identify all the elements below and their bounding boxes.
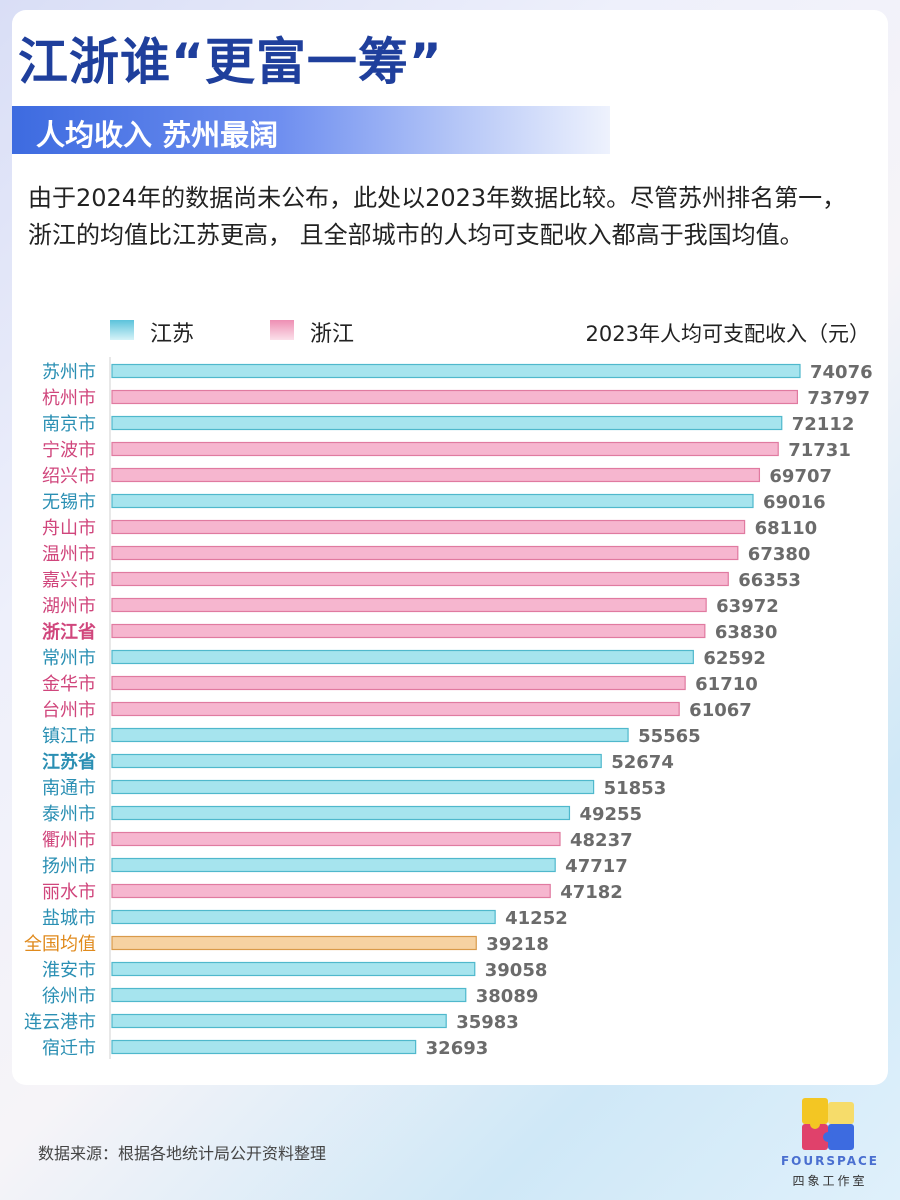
bar [111, 519, 746, 535]
brand-logo: FOURSPACE 四象工作室 [770, 1092, 890, 1192]
subtitle-band: 人均收入 苏州最阔 [12, 106, 610, 154]
unit-label: 2023年人均可支配收入（元） [585, 322, 870, 346]
category-label: 扬州市 [42, 856, 96, 877]
category-label: 常州市 [42, 648, 96, 669]
legend-label-zhejiang: 浙江 [310, 322, 355, 347]
bar [111, 597, 707, 613]
bar [111, 441, 779, 457]
category-label: 丽水市 [42, 882, 96, 903]
value-label: 55565 [638, 726, 701, 747]
value-label: 47182 [560, 882, 623, 903]
category-label: 金华市 [42, 674, 96, 695]
bar [111, 779, 595, 795]
value-label: 48237 [570, 830, 633, 851]
bar [111, 675, 686, 691]
bar [111, 753, 602, 769]
bar [111, 571, 729, 587]
category-label: 苏州市 [42, 362, 96, 383]
legend-item-zhejiang: 浙江 [270, 316, 390, 347]
value-label: 51853 [604, 778, 667, 799]
value-label: 35983 [456, 1012, 519, 1033]
category-label: 台州市 [42, 700, 96, 721]
bar [111, 545, 739, 561]
description: 由于2024年的数据尚未公布，此处以2023年数据比较。尽管苏州排名第一， 浙江… [28, 184, 847, 249]
subtitle: 人均收入 苏州最阔 [36, 118, 279, 152]
value-label: 66353 [738, 570, 801, 591]
bar [111, 935, 477, 951]
legend-swatch-jiangsu [110, 320, 134, 340]
value-label: 72112 [792, 414, 855, 435]
category-label: 无锡市 [42, 492, 96, 513]
value-label: 62592 [703, 648, 766, 669]
bar [111, 857, 556, 873]
bar [111, 363, 801, 379]
bar [111, 623, 706, 639]
category-label: 全国均值 [24, 934, 96, 955]
category-label: 嘉兴市 [42, 570, 96, 591]
value-label: 32693 [426, 1038, 489, 1059]
value-label: 39058 [485, 960, 548, 981]
logo-wordmark: FOURSPACE [780, 1154, 879, 1168]
value-label: 67380 [748, 544, 811, 565]
category-label: 衢州市 [42, 830, 96, 851]
value-label: 49255 [579, 804, 642, 825]
category-label: 南通市 [42, 778, 96, 799]
category-label: 淮安市 [42, 960, 96, 981]
bar [111, 467, 761, 483]
value-label: 39218 [486, 934, 549, 955]
category-label: 泰州市 [42, 804, 96, 825]
category-label: 宁波市 [42, 440, 96, 461]
category-label: 盐城市 [42, 908, 96, 929]
value-label: 47717 [565, 856, 628, 877]
value-label: 74076 [810, 362, 873, 383]
value-label: 41252 [505, 908, 568, 929]
value-label: 69707 [769, 466, 832, 487]
legend-item-jiangsu: 江苏 [110, 316, 230, 347]
category-label: 徐州市 [42, 986, 96, 1007]
category-label: 江苏省 [42, 751, 96, 773]
bar [111, 493, 754, 509]
value-label: 68110 [755, 518, 818, 539]
bar [111, 831, 561, 847]
value-label: 52674 [611, 752, 674, 773]
value-label: 73797 [807, 388, 870, 409]
category-label: 湖州市 [42, 596, 96, 617]
category-label: 舟山市 [42, 518, 96, 539]
category-label: 温州市 [42, 544, 96, 565]
bar [111, 961, 476, 977]
puzzle-logo-icon [802, 1098, 854, 1150]
bar [111, 805, 571, 821]
value-label: 61067 [689, 700, 752, 721]
bar [111, 415, 783, 431]
bar [111, 649, 694, 665]
legend-label-jiangsu: 江苏 [150, 322, 195, 347]
category-label: 连云港市 [24, 1012, 96, 1033]
value-label: 63830 [715, 622, 778, 643]
category-label: 浙江省 [42, 621, 96, 643]
bar [111, 389, 799, 405]
value-label: 61710 [695, 674, 758, 695]
category-label: 南京市 [42, 414, 96, 435]
logo-subtitle: 四象工作室 [792, 1174, 868, 1188]
category-label: 杭州市 [42, 388, 96, 409]
value-label: 38089 [476, 986, 539, 1007]
bar [111, 883, 551, 899]
bar [111, 727, 629, 743]
value-label: 71731 [788, 440, 851, 461]
value-label: 69016 [763, 492, 826, 513]
page-title: 江浙谁“更富一筹” [18, 33, 443, 91]
bar [111, 1039, 417, 1055]
bar [111, 909, 496, 925]
source-note: 数据来源：根据各地统计局公开资料整理 [38, 1144, 327, 1163]
value-label: 63972 [716, 596, 779, 617]
bar [111, 701, 680, 717]
bar [111, 987, 467, 1003]
category-label: 绍兴市 [42, 466, 96, 487]
category-label: 宿迁市 [42, 1038, 96, 1059]
legend-swatch-zhejiang [270, 320, 294, 340]
category-label: 镇江市 [42, 726, 96, 747]
bar [111, 1013, 447, 1029]
